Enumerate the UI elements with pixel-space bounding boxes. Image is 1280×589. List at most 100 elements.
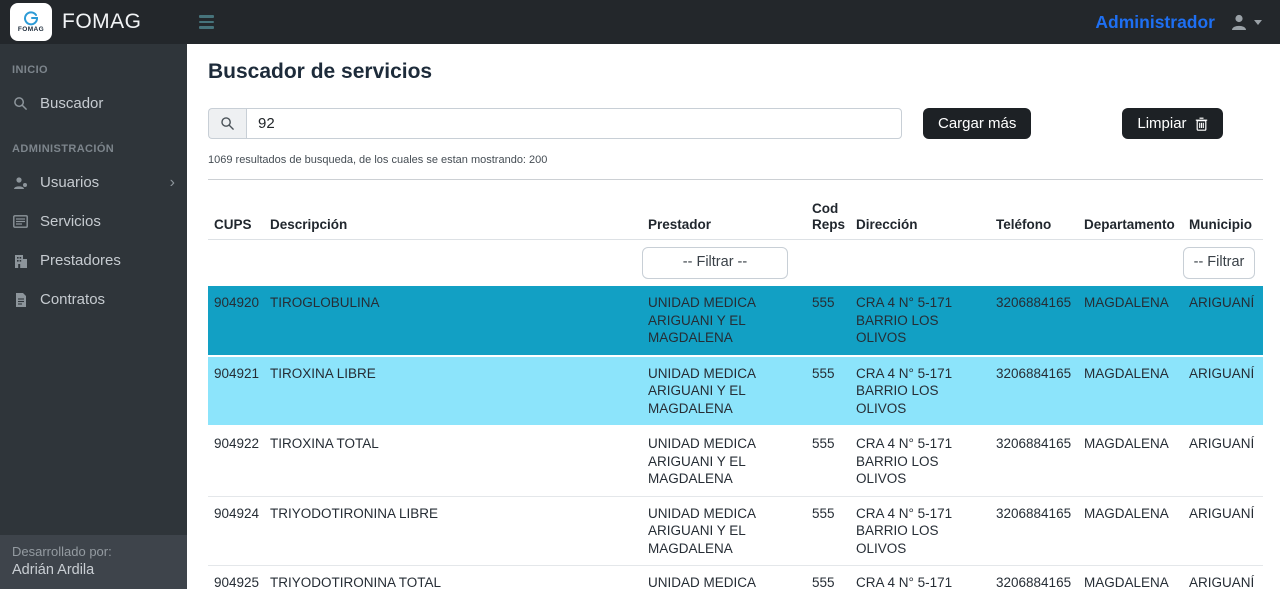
fomag-logo: FOMAG (10, 3, 52, 41)
col-header-cod-reps: Cod Reps (806, 195, 850, 240)
prestador-filter-select[interactable]: -- Filtrar -- (642, 247, 788, 279)
app-title: FOMAG (62, 10, 142, 33)
table-row[interactable]: 904925 TRIYODOTIRONINA TOTAL UNIDAD MEDI… (208, 565, 1263, 589)
cell-descripcion: TIROXINA TOTAL (264, 426, 642, 497)
table-header-row: CUPS Descripción Prestador Cod Reps Dire… (208, 195, 1263, 240)
search-input[interactable] (246, 108, 902, 139)
col-header-cups: CUPS (208, 195, 264, 240)
cell-cod-reps: 555 (806, 565, 850, 589)
users-icon (12, 175, 29, 191)
cell-cod-reps: 555 (806, 355, 850, 427)
logo-small-text: FOMAG (17, 26, 45, 34)
cell-municipio: ARIGUANÍ (1183, 286, 1263, 357)
sidebar-item-label: Prestadores (40, 252, 121, 269)
sidebar-item-servicios[interactable]: Servicios (0, 202, 187, 241)
cell-telefono: 3206884165 (990, 355, 1078, 427)
table-row[interactable]: 904920 TIROGLOBULINA UNIDAD MEDICA ARIGU… (208, 286, 1263, 357)
caret-down-icon (1254, 19, 1262, 25)
cell-cod-reps: 555 (806, 496, 850, 566)
sidebar-item-contratos[interactable]: Contratos (0, 280, 187, 319)
search-addon (208, 108, 246, 139)
cell-prestador: UNIDAD MEDICA ARIGUANI Y EL MAGDALENA (642, 565, 806, 589)
cell-prestador: UNIDAD MEDICA ARIGUANI Y EL MAGDALENA (642, 355, 806, 427)
filter-row: -- Filtrar -- -- Filtrar (208, 240, 1263, 287)
divider (208, 179, 1263, 180)
cell-cups: 904920 (208, 286, 264, 357)
sidebar-section-inicio: INICIO (12, 64, 49, 76)
user-role-link[interactable]: Administrador (1095, 11, 1215, 32)
sidebar-footer: Desarrollado por: Adrián Ardila (0, 535, 187, 589)
brand-header: FOMAG FOMAG (0, 0, 187, 44)
col-header-descripcion: Descripción (264, 195, 642, 240)
cell-telefono: 3206884165 (990, 496, 1078, 566)
cell-descripcion: TRIYODOTIRONINA LIBRE (264, 496, 642, 566)
clear-button[interactable]: Limpiar (1122, 108, 1223, 139)
cell-direccion: CRA 4 N° 5-171 BARRIO LOS OLIVOS (850, 286, 990, 357)
cell-descripcion: TIROGLOBULINA (264, 286, 642, 357)
cell-direccion: CRA 4 N° 5-171 BARRIO LOS OLIVOS (850, 496, 990, 566)
main-area: Administrador Buscador de servicios Carg… (187, 0, 1280, 589)
services-table: CUPS Descripción Prestador Cod Reps Dire… (208, 195, 1263, 589)
table-row[interactable]: 904921 TIROXINA LIBRE UNIDAD MEDICA ARIG… (208, 355, 1263, 427)
developer-name: Adrián Ardila (12, 562, 95, 578)
cell-departamento: MAGDALENA (1078, 355, 1183, 427)
sidebar-item-label: Contratos (40, 291, 106, 308)
topbar: Administrador (187, 0, 1280, 44)
content: Buscador de servicios Cargar más Limpiar… (187, 44, 1280, 589)
sidebar-item-usuarios[interactable]: Usuarios › (0, 163, 187, 202)
user-menu[interactable] (1229, 12, 1262, 32)
page-title: Buscador de servicios (208, 60, 433, 83)
table-row[interactable]: 904922 TIROXINA TOTAL UNIDAD MEDICA ARIG… (208, 426, 1263, 497)
col-header-municipio: Municipio (1183, 195, 1263, 240)
sidebar-item-buscador[interactable]: Buscador (0, 84, 187, 123)
sidebar-item-label: Servicios (40, 213, 101, 230)
col-header-telefono: Teléfono (990, 195, 1078, 240)
search-row: Cargar más Limpiar (208, 108, 1263, 139)
cell-municipio: ARIGUANÍ (1183, 565, 1263, 589)
municipio-filter-select[interactable]: -- Filtrar (1183, 247, 1255, 279)
cell-cups: 904925 (208, 565, 264, 589)
search-input-group (208, 108, 902, 139)
person-icon (1232, 14, 1246, 30)
cell-descripcion: TIROXINA LIBRE (264, 355, 642, 427)
results-summary: 1069 resultados de busqueda, de los cual… (208, 154, 548, 166)
sidebar-item-label: Usuarios (40, 174, 100, 191)
file-icon (12, 292, 29, 308)
cell-prestador: UNIDAD MEDICA ARIGUANI Y EL MAGDALENA (642, 426, 806, 497)
list-icon (12, 214, 29, 230)
developed-by-label: Desarrollado por: (12, 544, 112, 559)
cell-cod-reps: 555 (806, 286, 850, 357)
cell-direccion: CRA 4 N° 5-171 BARRIO LOS OLIVOS (850, 355, 990, 427)
col-header-direccion: Dirección (850, 195, 990, 240)
cell-prestador: UNIDAD MEDICA ARIGUANI Y EL MAGDALENA (642, 286, 806, 357)
hamburger-menu-icon[interactable] (195, 11, 218, 33)
search-icon (221, 117, 234, 130)
cell-direccion: CRA 4 N° 5-171 BARRIO LOS OLIVOS (850, 565, 990, 589)
cell-municipio: ARIGUANÍ (1183, 426, 1263, 497)
clear-label: Limpiar (1137, 115, 1187, 132)
col-header-prestador: Prestador (642, 195, 806, 240)
cell-telefono: 3206884165 (990, 426, 1078, 497)
cell-municipio: ARIGUANÍ (1183, 355, 1263, 427)
sidebar-item-prestadores[interactable]: Prestadores (0, 241, 187, 280)
sidebar: FOMAG FOMAG INICIO Buscador ADMINISTRACI… (0, 0, 187, 589)
cell-descripcion: TRIYODOTIRONINA TOTAL (264, 565, 642, 589)
chevron-right-icon: › (169, 173, 175, 191)
col-header-departamento: Departamento (1078, 195, 1183, 240)
sidebar-item-label: Buscador (40, 95, 104, 112)
cell-telefono: 3206884165 (990, 565, 1078, 589)
cell-departamento: MAGDALENA (1078, 565, 1183, 589)
table-row[interactable]: 904924 TRIYODOTIRONINA LIBRE UNIDAD MEDI… (208, 496, 1263, 566)
cell-cod-reps: 555 (806, 426, 850, 497)
trash-icon (1195, 117, 1207, 131)
logo-g-icon (24, 11, 39, 26)
cell-telefono: 3206884165 (990, 286, 1078, 357)
cell-cups: 904922 (208, 426, 264, 497)
load-more-label: Cargar más (938, 115, 1017, 132)
cell-departamento: MAGDALENA (1078, 496, 1183, 566)
load-more-button[interactable]: Cargar más (923, 108, 1032, 139)
cell-departamento: MAGDALENA (1078, 286, 1183, 357)
cell-prestador: UNIDAD MEDICA ARIGUANI Y EL MAGDALENA (642, 496, 806, 566)
cell-cups: 904921 (208, 355, 264, 427)
